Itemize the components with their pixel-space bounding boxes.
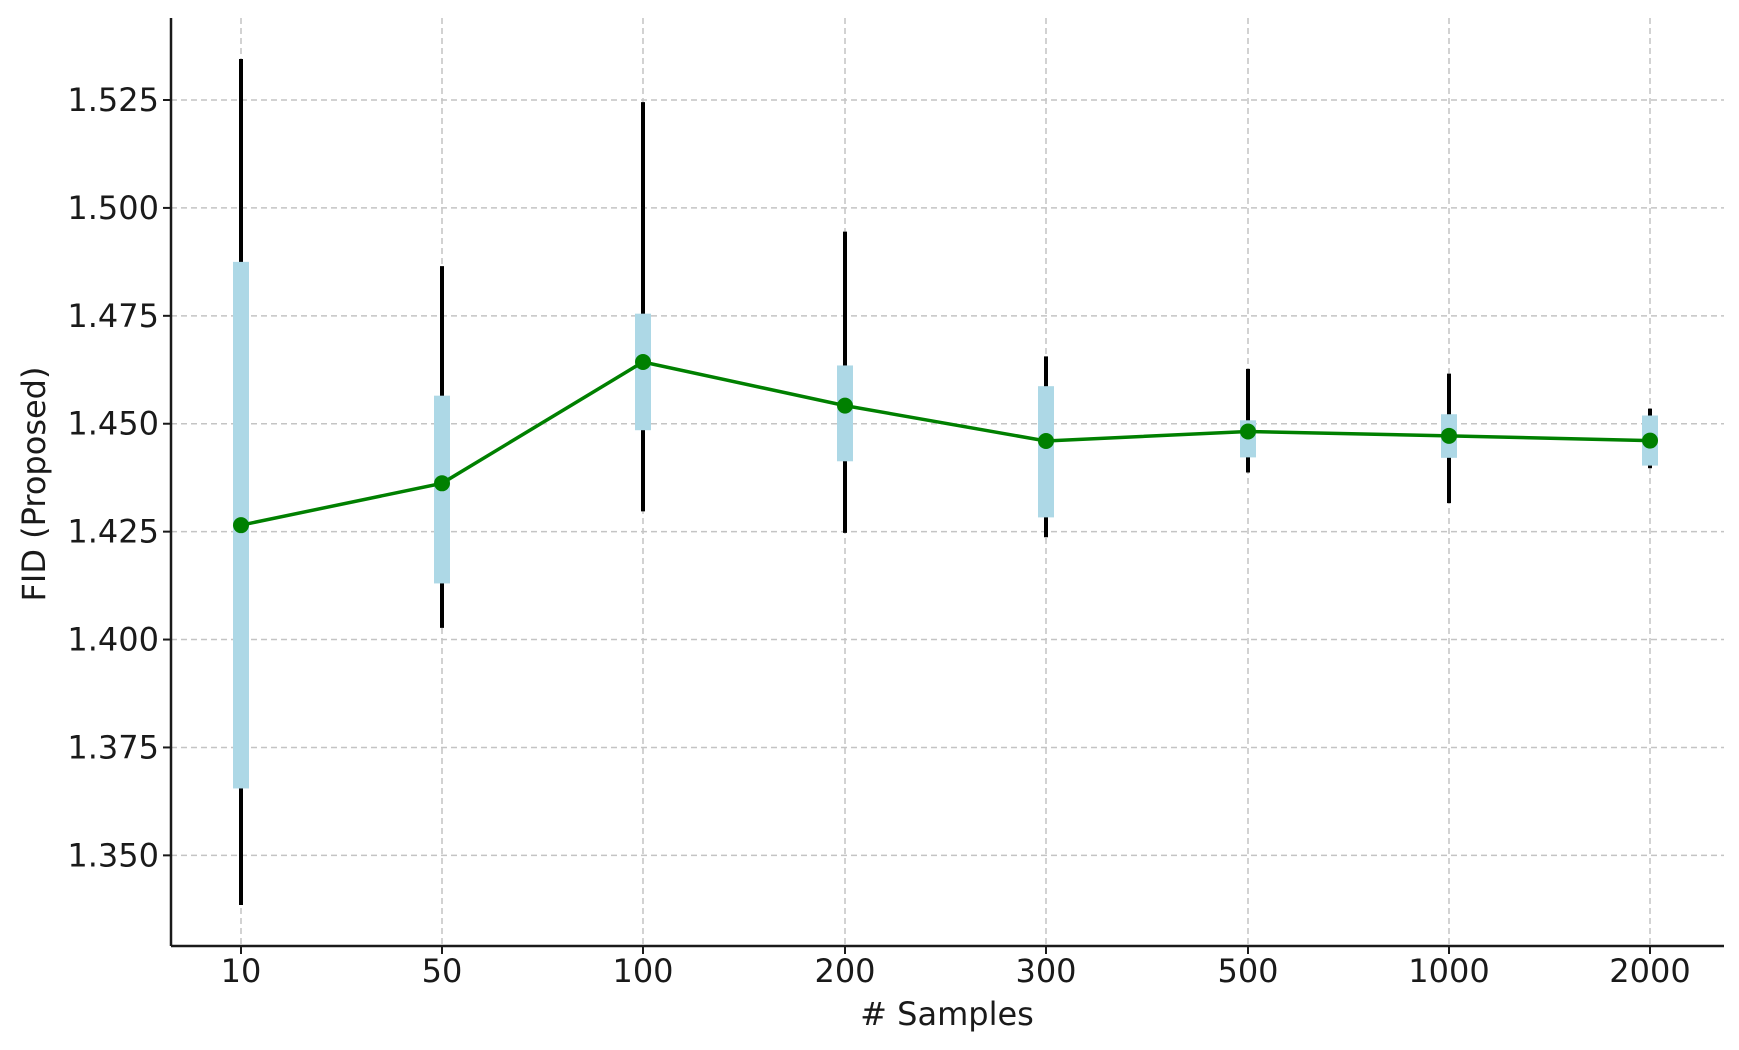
x-tick-label: 100 <box>612 952 673 990</box>
y-tick-label: 1.450 <box>67 405 159 443</box>
x-tick-label: 50 <box>422 952 463 990</box>
mean-point <box>1642 432 1658 449</box>
mean-point <box>1038 432 1054 449</box>
y-axis-label: FID (Proposed) <box>15 367 53 602</box>
x-tick-label: 300 <box>1015 952 1076 990</box>
interquartile-band <box>635 313 651 431</box>
x-tick-label: 1000 <box>1408 952 1489 990</box>
mean-point <box>233 517 249 534</box>
grid-lines <box>171 18 1724 946</box>
x-axis-label: # Samples <box>860 995 1034 1033</box>
x-tick-label: 500 <box>1217 952 1278 990</box>
mean-point <box>1441 427 1457 444</box>
axis-ticks: 1.350 1.375 1.400 1.425 1.450 1.475 1.500 1.525… <box>67 81 1690 990</box>
interquartile-band <box>1038 386 1054 518</box>
y-tick-label: 1.425 <box>67 513 159 551</box>
x-tick-label: 10 <box>221 952 262 990</box>
y-tick-label: 1.475 <box>67 297 159 335</box>
mean-point <box>635 354 651 371</box>
y-tick-label: 1.350 <box>67 836 159 874</box>
x-tick-label: 200 <box>814 952 875 990</box>
y-tick-label: 1.500 <box>67 189 159 227</box>
y-tick-label: 1.375 <box>67 728 159 766</box>
y-tick-label: 1.400 <box>67 621 159 659</box>
x-tick-label: 2000 <box>1609 952 1690 990</box>
mean-point <box>1240 423 1256 440</box>
plot-area <box>233 59 1658 905</box>
mean-point <box>837 397 853 414</box>
mean-point <box>434 475 450 492</box>
mean-line <box>240 360 1651 527</box>
y-tick-label: 1.525 <box>67 81 159 119</box>
